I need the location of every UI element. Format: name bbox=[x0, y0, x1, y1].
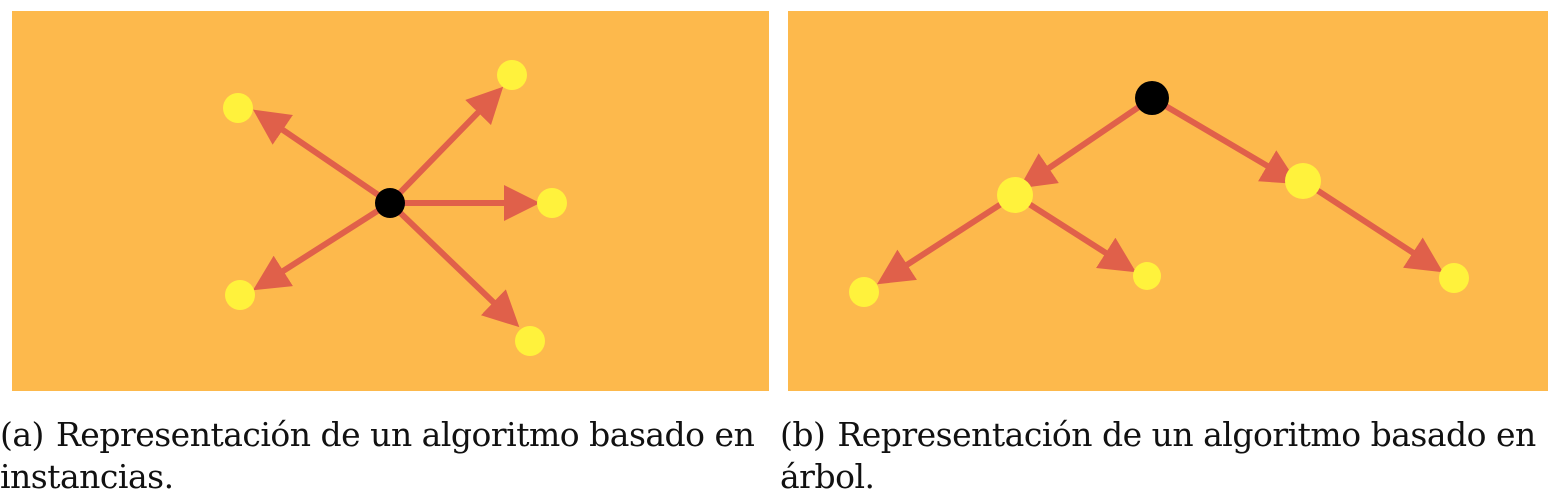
arrow-root-to-right-child bbox=[1150, 95, 1299, 185]
figure-a-panel bbox=[12, 11, 769, 391]
tree-leaf-middle bbox=[1133, 262, 1161, 290]
figure-a-caption-text: Representación de un algoritmo basado en… bbox=[0, 415, 755, 496]
tree-based-diagram bbox=[849, 81, 1469, 307]
arrow-to-lower-right bbox=[387, 200, 520, 328]
leaf-node-upper-right bbox=[497, 60, 527, 90]
arrow-to-upper-right bbox=[387, 86, 504, 206]
arrow-to-lower-left bbox=[252, 200, 392, 291]
arrow-left-child-to-left-leaf bbox=[876, 192, 1017, 285]
leaf-node-upper-left bbox=[223, 93, 253, 123]
leaf-node-lower-left bbox=[225, 280, 255, 310]
tree-node-right-child bbox=[1285, 163, 1321, 199]
figure-b-caption: (b) Representación de un algoritmo basado… bbox=[780, 414, 1565, 498]
leaf-node-right bbox=[537, 188, 567, 218]
arrow-right-child-to-right-leaf bbox=[1301, 178, 1444, 273]
instance-based-diagram bbox=[223, 60, 567, 356]
figure-b-label: (b) bbox=[780, 415, 826, 454]
center-node bbox=[375, 188, 405, 218]
tree-node-left-child bbox=[997, 177, 1033, 213]
arrow-root-to-left-child bbox=[1019, 95, 1154, 189]
arrow-left-child-to-mid-leaf bbox=[1013, 192, 1137, 273]
figure-b-caption-text: Representación de un algoritmo basado en… bbox=[780, 415, 1536, 496]
leaf-node-lower-right bbox=[515, 326, 545, 356]
figure-a-caption: (a) Representación de un algoritmo basado… bbox=[0, 414, 780, 498]
figure-a-label: (a) bbox=[0, 415, 44, 454]
tree-leaf-left bbox=[849, 277, 879, 307]
tree-root-node bbox=[1135, 81, 1169, 115]
arrow-to-upper-left bbox=[253, 109, 392, 206]
tree-leaf-right bbox=[1439, 263, 1469, 293]
figure-b-panel bbox=[788, 11, 1548, 391]
